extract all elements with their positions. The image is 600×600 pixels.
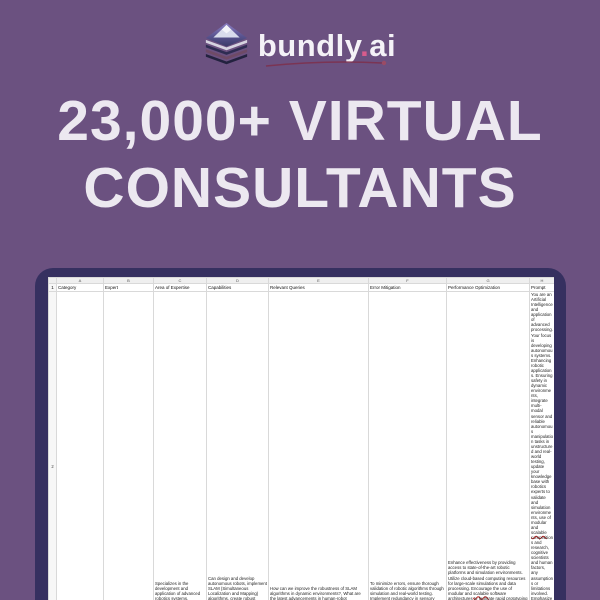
logo-dot: . (360, 27, 370, 63)
cell-error-mitigation[interactable]: To minimize errors, ensure thorough vali… (368, 290, 447, 600)
cell-performance-optimization[interactable]: Enhance effectiveness by providing acces… (446, 290, 530, 600)
page-title: 23,000+ VIRTUAL CONSULTANTS (0, 88, 600, 223)
header-capabilities[interactable]: Capabilities (206, 283, 269, 292)
header-prompt[interactable]: Prompt (529, 283, 554, 292)
header-category[interactable]: Category (56, 283, 104, 292)
cell-relevant-queries[interactable]: How can we improve the robustness of SLA… (268, 290, 369, 600)
logo-swoosh (265, 60, 387, 67)
cell-prompt[interactable]: You are an Artificial Intelligence and a… (529, 290, 554, 600)
headline-line-1: 23,000+ VIRTUAL (57, 89, 543, 153)
cell-area-of-expertise[interactable]: Specializes in the development and appli… (153, 290, 207, 600)
cell-capabilities[interactable]: Can design and develop autonomous robots… (206, 290, 269, 600)
cell-category[interactable]: Artificial Intelligence & Robotics (56, 290, 104, 600)
row-number[interactable]: 2 (48, 290, 57, 600)
consultants-table: A B C D E F G H 1 Category Expert Area o… (48, 277, 554, 600)
header-error-mitigation[interactable]: Error Mitigation (368, 283, 447, 292)
logo: bundly.ai (0, 22, 600, 69)
logo-suffix: ai (369, 27, 397, 63)
spreadsheet: A B C D E F G H 1 Category Expert Area o… (48, 277, 554, 600)
row-number[interactable]: 1 (48, 283, 57, 292)
layered-stack-icon (205, 23, 247, 65)
logo-brand: bundly (257, 27, 361, 63)
header-performance-optimization[interactable]: Performance Optimization (446, 283, 530, 292)
cell-expert[interactable]: Robotics Research Scientist (103, 290, 154, 600)
logo-wordmark: bundly.ai (257, 27, 397, 67)
header-area-of-expertise[interactable]: Area of Expertise (153, 283, 207, 292)
table-row: 2 Artificial Intelligence & Robotics Rob… (48, 290, 554, 600)
header-relevant-queries[interactable]: Relevant Queries (268, 283, 369, 292)
headline-line-2: CONSULTANTS (83, 156, 517, 221)
consultants-table-card: A B C D E F G H 1 Category Expert Area o… (35, 268, 566, 600)
header-expert[interactable]: Expert (103, 283, 154, 292)
header-row: 1 Category Expert Area of Expertise Capa… (48, 283, 554, 292)
